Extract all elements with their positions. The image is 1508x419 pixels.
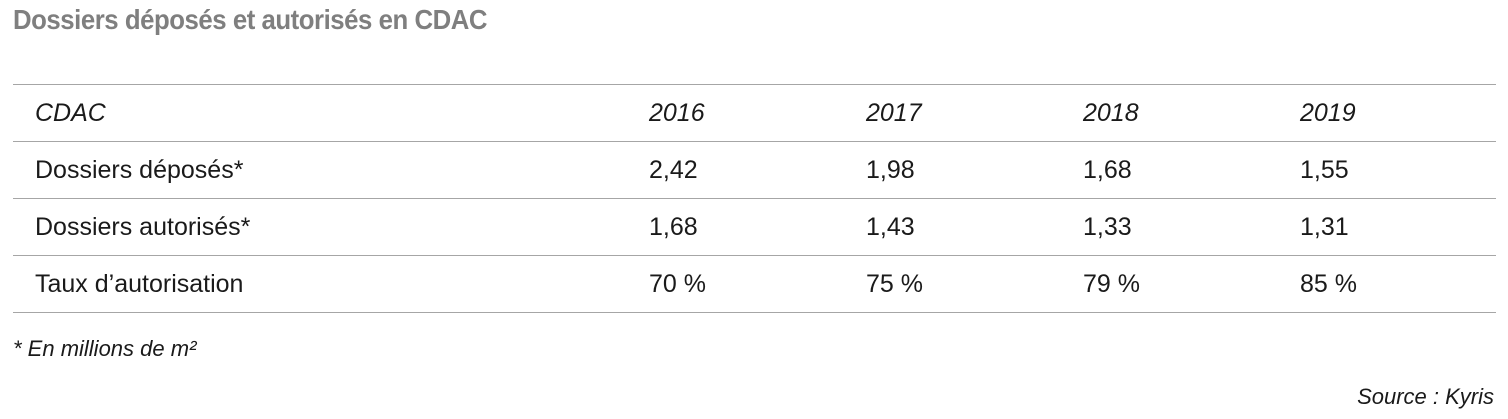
column-header-year: 2016 — [638, 84, 855, 142]
table-row: Dossiers autorisés* 1,68 1,43 1,33 1,31 — [13, 198, 1496, 256]
column-header-year: 2018 — [1072, 84, 1289, 142]
table-row: Taux d’autorisation 70 % 75 % 79 % 85 % — [13, 255, 1496, 313]
table-cell: 79 % — [1072, 255, 1289, 313]
footnote: * En millions de m² — [13, 336, 197, 361]
table-row: Dossiers déposés* 2,42 1,98 1,68 1,55 — [13, 141, 1496, 199]
page-title: Dossiers déposés et autorisés en CDAC — [13, 4, 488, 35]
row-label: Taux d’autorisation — [13, 255, 638, 313]
table-cell: 75 % — [855, 255, 1072, 313]
table-cell: 85 % — [1289, 255, 1496, 313]
table-cell: 1,43 — [855, 198, 1072, 256]
table-cell: 1,98 — [855, 141, 1072, 199]
table-cell: 1,68 — [638, 198, 855, 256]
data-table-container: CDAC 2016 2017 2018 2019 Dossiers déposé… — [13, 84, 1496, 313]
table-cell: 1,33 — [1072, 198, 1289, 256]
column-header-year: 2019 — [1289, 84, 1496, 142]
table-cell: 1,55 — [1289, 141, 1496, 199]
row-label: Dossiers déposés* — [13, 141, 638, 199]
table-cell: 70 % — [638, 255, 855, 313]
table-header-row: CDAC 2016 2017 2018 2019 — [13, 84, 1496, 142]
row-label: Dossiers autorisés* — [13, 198, 638, 256]
column-header-year: 2017 — [855, 84, 1072, 142]
table-cell: 2,42 — [638, 141, 855, 199]
table-cell: 1,68 — [1072, 141, 1289, 199]
column-header-label: CDAC — [13, 84, 638, 142]
table-cell: 1,31 — [1289, 198, 1496, 256]
cdac-table: CDAC 2016 2017 2018 2019 Dossiers déposé… — [13, 84, 1496, 313]
source-note: Source : Kyris — [1357, 384, 1494, 409]
